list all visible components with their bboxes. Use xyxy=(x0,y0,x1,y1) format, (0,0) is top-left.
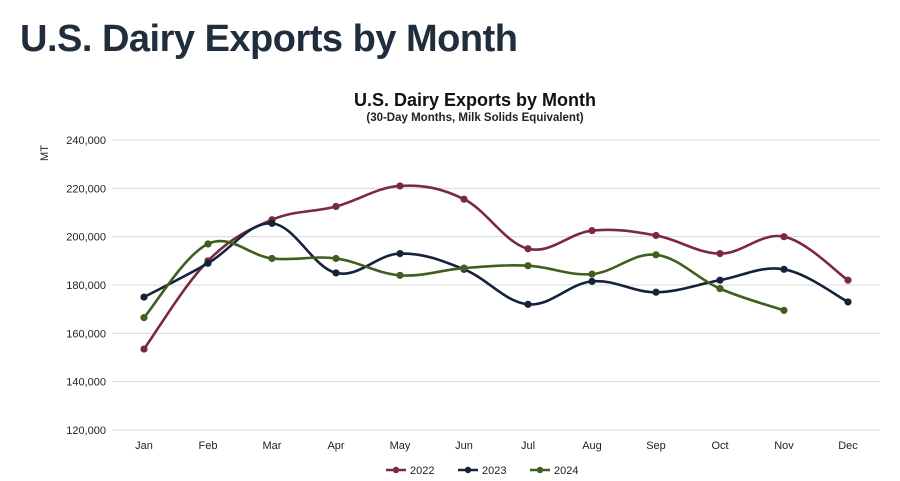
data-point-2024 xyxy=(780,306,788,314)
x-tick-label: Jan xyxy=(135,440,153,452)
x-tick-label: Feb xyxy=(199,440,218,452)
data-point-2023 xyxy=(268,219,276,227)
y-tick-label: 240,000 xyxy=(66,135,106,147)
data-point-2022 xyxy=(332,202,340,211)
x-tick-label: Aug xyxy=(582,440,602,452)
y-tick-label: 160,000 xyxy=(66,328,106,340)
gridlines xyxy=(112,139,880,431)
series-line-2024 xyxy=(143,239,785,319)
x-tick-label: Jul xyxy=(521,440,535,452)
data-point-2023 xyxy=(524,300,532,308)
x-tick-label: Apr xyxy=(327,440,344,452)
data-point-2022 xyxy=(716,249,724,258)
x-tick-label: Dec xyxy=(838,440,858,452)
data-point-2024 xyxy=(524,262,532,270)
x-tick-label: Jun xyxy=(455,440,473,452)
data-point-2022 xyxy=(844,276,852,284)
y-tick-label: 200,000 xyxy=(66,232,106,244)
legend: 2022 2023 2024 xyxy=(386,465,578,477)
data-point-2024 xyxy=(460,264,468,272)
data-point-2024 xyxy=(396,271,404,279)
y-axis-label: MT xyxy=(39,145,51,161)
legend-label-2023: 2023 xyxy=(482,465,506,477)
data-point-2023 xyxy=(652,288,660,296)
x-tick-label: Mar xyxy=(263,440,282,452)
data-point-2024 xyxy=(588,270,596,278)
data-point-2022 xyxy=(396,182,404,190)
series-lines xyxy=(140,182,852,353)
legend-marker-2024 xyxy=(536,466,544,474)
data-point-2023 xyxy=(204,259,212,267)
y-tick-label: 180,000 xyxy=(66,280,106,292)
data-point-2023 xyxy=(140,293,148,301)
series-line-2022 xyxy=(142,184,849,350)
data-point-2024 xyxy=(140,314,148,322)
x-tick-label: Sep xyxy=(646,440,666,452)
legend-label-2022: 2022 xyxy=(410,465,434,477)
x-tick-label: May xyxy=(390,440,411,452)
y-tick-label: 220,000 xyxy=(66,183,106,195)
data-point-2024 xyxy=(204,240,212,248)
data-point-2022 xyxy=(524,245,532,253)
legend-label-2024: 2024 xyxy=(554,465,578,477)
data-point-2023 xyxy=(844,298,852,306)
data-point-2022 xyxy=(140,345,148,353)
data-point-2024 xyxy=(716,285,724,293)
legend-marker-2023 xyxy=(464,466,472,474)
data-point-2023 xyxy=(332,269,340,277)
data-point-2023 xyxy=(780,265,788,273)
data-point-2022 xyxy=(588,227,596,235)
data-point-2022 xyxy=(652,231,660,240)
data-point-2024 xyxy=(268,254,276,263)
x-tick-label: Nov xyxy=(774,440,794,452)
slide-title: U.S. Dairy Exports by Month xyxy=(20,18,518,60)
data-point-2024 xyxy=(652,251,660,259)
chart-subtitle: (30-Day Months, Milk Solids Equivalent) xyxy=(366,112,583,124)
data-point-2024 xyxy=(332,254,340,263)
data-point-2022 xyxy=(460,195,468,203)
y-tick-label: 140,000 xyxy=(66,377,106,389)
x-axis-ticks: Jan Feb Mar Apr May Jun Jul Aug Sep Oct Nov Dec xyxy=(135,440,858,452)
data-point-2023 xyxy=(716,276,724,284)
data-point-2023 xyxy=(588,277,596,285)
x-tick-label: Oct xyxy=(711,440,728,452)
series-line-2023 xyxy=(143,222,849,306)
y-tick-label: 120,000 xyxy=(66,425,106,437)
data-point-2022 xyxy=(780,233,788,241)
legend-marker-2022 xyxy=(392,466,400,474)
data-point-2023 xyxy=(396,249,404,258)
y-axis-ticks: 120,000 140,000 160,000 180,000 200,000 220,0… xyxy=(66,135,106,437)
chart-title: U.S. Dairy Exports by Month xyxy=(354,90,596,110)
